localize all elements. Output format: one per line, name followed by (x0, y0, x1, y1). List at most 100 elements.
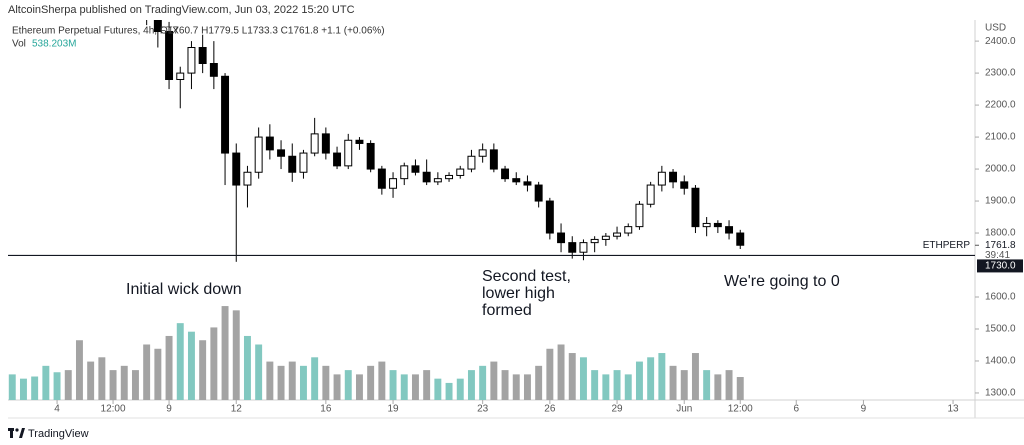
volume-bar (333, 374, 341, 400)
last-price-label: 1761.8 (985, 240, 1016, 251)
volume-bar (299, 365, 307, 400)
candle-body (389, 178, 398, 189)
volume-bar (31, 376, 39, 400)
volume-bar (75, 340, 83, 400)
x-tick-label: 16 (320, 404, 332, 415)
volume-bar (344, 370, 352, 400)
volume-bar (703, 370, 711, 400)
volume-bar (176, 323, 184, 400)
volume-bar (411, 374, 419, 400)
candle-body (377, 168, 386, 189)
x-tick-label: 13 (947, 404, 959, 415)
y-tick-label: 1900.0 (985, 196, 1016, 207)
volume-bar (243, 335, 251, 400)
candle-body (568, 242, 577, 253)
candle-body (691, 187, 700, 228)
x-tick-label: 19 (387, 404, 399, 415)
legend-title: Ethereum Perpetual Futures, 4h, FTX (12, 26, 179, 37)
volume-bar (255, 344, 263, 400)
volume-bar (714, 374, 722, 400)
volume-bar (647, 357, 655, 400)
candle-body (478, 149, 487, 157)
volume-bar (691, 353, 699, 400)
y-tick-label: 1300.0 (985, 388, 1016, 399)
x-tick-label: 12:00 (101, 404, 126, 415)
volume-bar (445, 382, 453, 400)
y-tick-label: 1500.0 (985, 324, 1016, 335)
candle-body (713, 222, 722, 228)
y-tick-label: 2100.0 (985, 132, 1016, 143)
volume-bar (624, 374, 632, 400)
y-tick-label: 1400.0 (985, 356, 1016, 367)
candle-body (243, 171, 252, 186)
annotation: lower high (482, 285, 555, 302)
volume-layer (8, 306, 744, 400)
x-tick-label: 6 (793, 404, 799, 415)
volume-bar (579, 357, 587, 400)
footer-brand: TradingView (28, 428, 89, 440)
annotation: formed (482, 302, 532, 319)
candle-body (534, 184, 543, 202)
volume-bar (98, 357, 106, 400)
candle-body (198, 47, 207, 65)
candle-body (187, 47, 196, 74)
volume-legend-label: Vol (12, 39, 26, 50)
volume-bar (187, 331, 195, 400)
volume-bar (635, 361, 643, 400)
candle-body (355, 139, 364, 144)
footer-logo (8, 428, 25, 438)
y-tick-label: 2000.0 (985, 164, 1016, 175)
volume-bar (725, 370, 733, 400)
volume-bar (221, 306, 229, 400)
hline-label-box (977, 259, 1023, 273)
candle-body (153, 20, 162, 33)
candle-body (265, 136, 274, 151)
volume-bar (602, 374, 610, 400)
volume-bar (232, 310, 240, 400)
volume-bar (53, 372, 61, 400)
candle-body (624, 226, 633, 234)
header: AltcoinSherpa published on TradingView.c… (8, 4, 355, 16)
volume-bar (546, 348, 554, 400)
candle-body (669, 171, 678, 183)
candle-body (254, 136, 263, 173)
volume-bar (199, 340, 207, 400)
x-tick-label: 26 (544, 404, 556, 415)
volume-bar (658, 353, 666, 400)
candle-body (613, 232, 622, 237)
candle-body (646, 184, 655, 205)
candle-body (657, 171, 666, 186)
volume-legend-value: 538.203M (32, 39, 76, 50)
candle-body (579, 242, 588, 253)
candle-body (590, 238, 599, 244)
y-tick-label: 2300.0 (985, 68, 1016, 79)
candle-body (411, 165, 420, 173)
candle-body (557, 232, 566, 244)
x-tick-label: 9 (166, 404, 172, 415)
volume-bar (277, 365, 285, 400)
volume-bar (367, 365, 375, 400)
volume-bar (42, 365, 50, 400)
candle-body (344, 139, 353, 167)
candle-body (702, 222, 711, 228)
volume-bar (322, 365, 330, 400)
annotation: Initial wick down (126, 281, 242, 298)
candle-body (601, 235, 610, 240)
candle-body (333, 152, 342, 167)
candle-body (467, 155, 476, 170)
candle-layer (146, 20, 745, 262)
annotation: We're going to 0 (724, 273, 840, 290)
x-tick-label: Jun (676, 404, 692, 415)
volume-bar (8, 374, 16, 400)
candle-body (221, 75, 230, 154)
legend-ohlc: O1760.7 H1779.5 L1733.3 C1761.8 +1.1 (+0… (160, 26, 385, 37)
volume-bar (378, 361, 386, 400)
candle-body (736, 232, 745, 246)
volume-bar (143, 344, 151, 400)
candle-body (400, 165, 409, 180)
candle-body (501, 168, 510, 180)
volume-bar (19, 378, 27, 400)
candle-body (523, 181, 532, 186)
volume-bar (311, 357, 319, 400)
